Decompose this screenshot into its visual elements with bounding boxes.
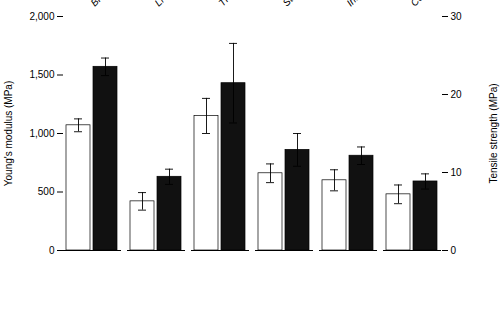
- svg-text:1,000: 1,000: [29, 128, 54, 139]
- svg-text:TFV only: TFV only: [216, 0, 253, 8]
- svg-text:Interwoven: Interwoven: [344, 0, 387, 8]
- svg-text:500: 500: [38, 186, 55, 197]
- svg-text:Blank PVA: Blank PVA: [88, 0, 129, 8]
- svg-text:LNG only: LNG only: [152, 0, 190, 8]
- svg-text:Young's modulus (MPa): Young's modulus (MPa): [3, 81, 14, 186]
- svg-text:2,000: 2,000: [29, 11, 54, 22]
- svg-text:30: 30: [451, 11, 463, 22]
- svg-text:0: 0: [49, 245, 55, 256]
- svg-text:Stacked: Stacked: [280, 0, 314, 8]
- svg-text:0: 0: [451, 245, 457, 256]
- svg-text:1,500: 1,500: [29, 69, 54, 80]
- svg-text:10: 10: [451, 167, 463, 178]
- svg-text:20: 20: [451, 89, 463, 100]
- svg-text:Tensile strength (MPa): Tensile strength (MPa): [488, 83, 499, 183]
- svg-text:Combined: Combined: [408, 0, 448, 8]
